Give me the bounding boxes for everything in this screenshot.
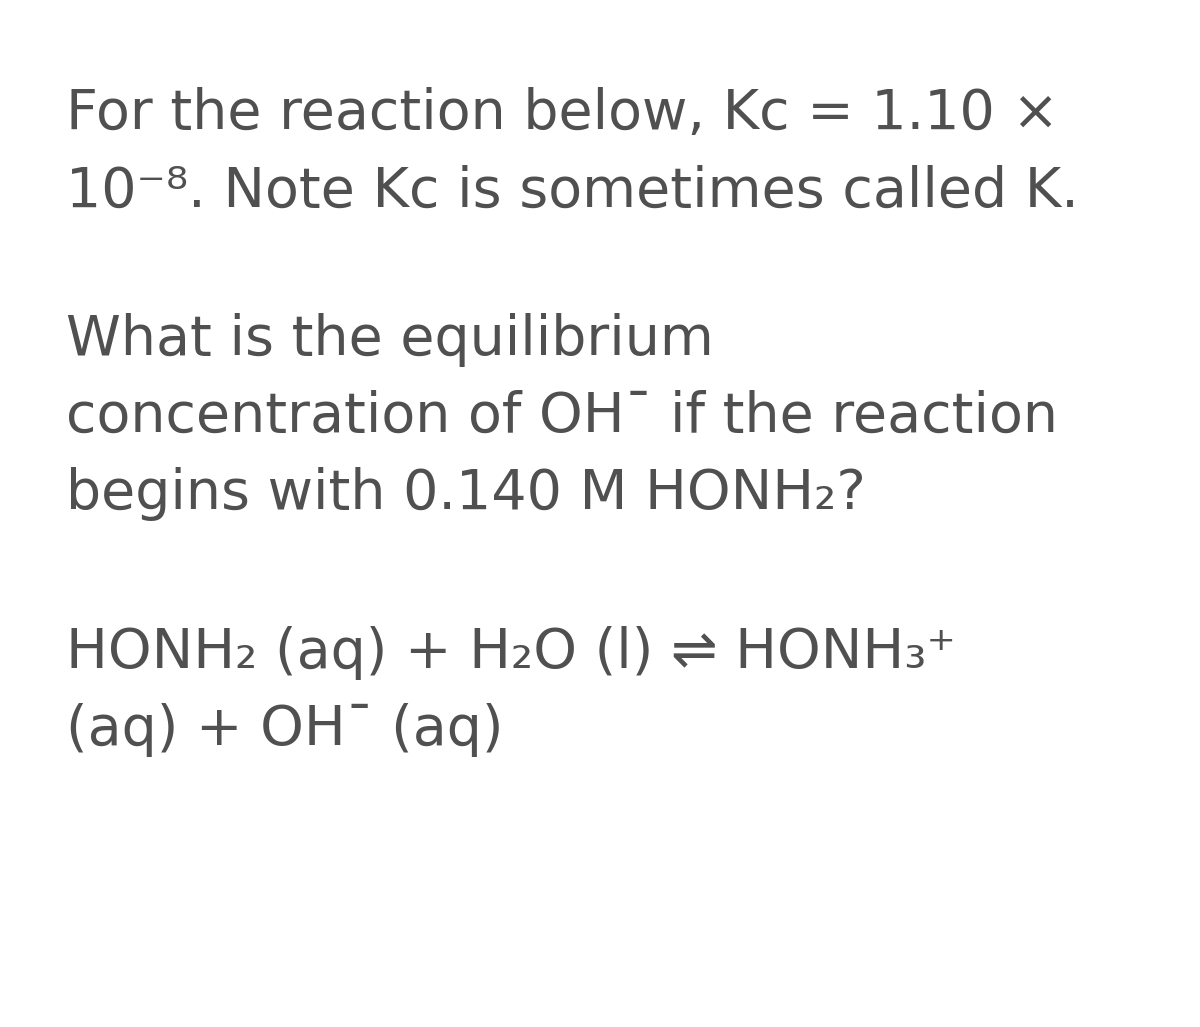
- Text: begins with 0.140 M HONH₂?: begins with 0.140 M HONH₂?: [66, 467, 866, 522]
- Text: What is the equilibrium: What is the equilibrium: [66, 313, 714, 368]
- Text: concentration of OH¯ if the reaction: concentration of OH¯ if the reaction: [66, 390, 1058, 445]
- Text: (aq) + OH¯ (aq): (aq) + OH¯ (aq): [66, 703, 504, 758]
- Text: HONH₂ (aq) + H₂O (l) ⇌ HONH₃⁺: HONH₂ (aq) + H₂O (l) ⇌ HONH₃⁺: [66, 626, 956, 681]
- Text: 10⁻⁸. Note Kc is sometimes called K.: 10⁻⁸. Note Kc is sometimes called K.: [66, 164, 1079, 219]
- Text: For the reaction below, Kc = 1.10 ×: For the reaction below, Kc = 1.10 ×: [66, 87, 1058, 142]
